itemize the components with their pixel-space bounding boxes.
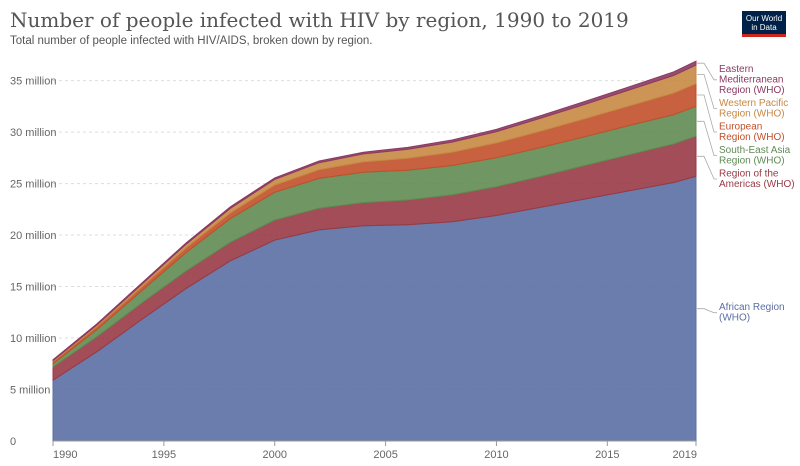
legend-label-south-east-asia-region-who[interactable]: South-East Asia Region (WHO)	[719, 145, 791, 167]
y-tick-label: 5 million	[10, 385, 50, 397]
legend-label-western-pacific-region-who[interactable]: Western Pacific Region (WHO)	[719, 98, 788, 120]
legend-label-line: Region (WHO)	[719, 156, 785, 167]
legend-label-line: Eastern	[719, 64, 753, 75]
legend-connector	[697, 120, 717, 156]
legend-label-line: Region (WHO)	[719, 85, 785, 96]
legend-connector	[697, 74, 717, 109]
legend-label-line: African Region	[719, 302, 785, 313]
legend-label-line: South-East Asia	[719, 145, 791, 156]
legend-connector	[697, 94, 717, 133]
owid-logo[interactable]: Our World in Data	[742, 11, 786, 37]
y-tick-label: 20 million	[10, 230, 56, 242]
legend-label-line: Region of the	[719, 169, 779, 180]
y-tick-label: 25 million	[10, 179, 56, 191]
x-tick-label: 2015	[595, 449, 619, 461]
y-axis: 0 5 million 10 million 15 million 20 million…	[10, 76, 56, 448]
chart-title: Number of people infected with HIV by re…	[10, 8, 629, 32]
legend-label-line: Western Pacific	[719, 98, 788, 109]
legend-label-region-of-the-americas-who[interactable]: Region of the Americas (WHO)	[719, 169, 795, 191]
legend-label-eastern-mediterranean-region-who[interactable]: Eastern Mediterranean Region (WHO)	[719, 64, 785, 96]
x-tick-label: 1995	[152, 449, 176, 461]
chart-subtitle: Total number of people infected with HIV…	[10, 35, 373, 47]
y-tick-label: 10 million	[10, 333, 56, 345]
legend-label-line: Mediterranean	[719, 75, 783, 86]
x-tick-label: 2019	[673, 449, 697, 461]
y-tick-label: 0	[10, 436, 16, 448]
legend-label-line: European	[719, 122, 762, 133]
x-tick-label: 2010	[484, 449, 508, 461]
legend-label-line: Region (WHO)	[719, 109, 785, 120]
logo-line-1: Our World	[745, 14, 783, 23]
legend-label-african-region-who[interactable]: African Region (WHO)	[719, 302, 785, 324]
area-series	[52, 60, 697, 442]
x-axis: 1990 1995 2000 2005 2010 2015 2019	[52, 440, 697, 461]
y-tick-label: 30 million	[10, 127, 56, 139]
legend: Eastern Mediterranean Region (WHO)Western …	[697, 62, 795, 324]
x-tick-label: 1990	[53, 449, 77, 461]
legend-label-line: Americas (WHO)	[719, 179, 795, 190]
area-eastern-mediterranean-region-who[interactable]	[52, 60, 697, 362]
y-tick-label: 15 million	[10, 282, 56, 294]
logo-line-2: in Data	[751, 23, 777, 32]
legend-connector	[697, 308, 717, 314]
legend-label-line: Region (WHO)	[719, 132, 785, 143]
legend-connector	[697, 62, 717, 81]
x-tick-label: 2000	[262, 449, 286, 461]
legend-connector	[697, 155, 717, 180]
legend-label-line: (WHO)	[719, 313, 750, 324]
legend-label-european-region-who[interactable]: European Region (WHO)	[719, 122, 785, 144]
x-tick-label: 2005	[373, 449, 397, 461]
y-tick-label: 35 million	[10, 76, 56, 88]
